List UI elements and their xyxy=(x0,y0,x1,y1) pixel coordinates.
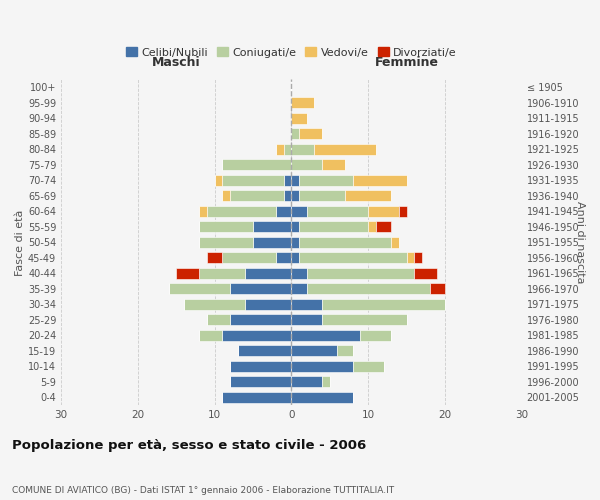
Bar xyxy=(207,252,222,264)
Bar xyxy=(245,299,292,310)
Bar xyxy=(292,376,322,388)
Bar xyxy=(222,330,292,341)
Bar xyxy=(292,314,322,326)
Y-axis label: Fasce di età: Fasce di età xyxy=(15,209,25,276)
Bar xyxy=(215,174,222,186)
Bar xyxy=(292,346,337,356)
Bar xyxy=(353,361,383,372)
Bar xyxy=(292,190,299,202)
Bar xyxy=(199,206,207,217)
Bar xyxy=(292,392,353,403)
Bar xyxy=(184,299,245,310)
Bar xyxy=(292,159,322,170)
Bar xyxy=(414,268,437,279)
Bar xyxy=(322,299,445,310)
Bar xyxy=(299,252,407,264)
Bar xyxy=(176,268,199,279)
Bar xyxy=(238,346,292,356)
Bar xyxy=(299,190,345,202)
Bar xyxy=(222,159,292,170)
Bar xyxy=(337,346,353,356)
Bar xyxy=(199,330,222,341)
Bar xyxy=(307,268,414,279)
Bar xyxy=(292,299,322,310)
Bar xyxy=(299,221,368,232)
Bar xyxy=(353,174,407,186)
Bar xyxy=(207,314,230,326)
Bar xyxy=(414,252,422,264)
Bar xyxy=(368,206,399,217)
Bar xyxy=(292,206,307,217)
Bar xyxy=(276,252,292,264)
Bar xyxy=(299,128,322,140)
Bar xyxy=(407,252,414,264)
Bar xyxy=(207,206,276,217)
Bar xyxy=(345,190,391,202)
Bar xyxy=(292,284,307,294)
Bar xyxy=(292,252,299,264)
Bar xyxy=(292,112,307,124)
Bar xyxy=(245,268,292,279)
Bar xyxy=(276,144,284,155)
Bar xyxy=(199,236,253,248)
Bar xyxy=(230,190,284,202)
Y-axis label: Anni di nascita: Anni di nascita xyxy=(575,201,585,283)
Text: Femmine: Femmine xyxy=(374,56,439,68)
Bar xyxy=(222,252,276,264)
Bar xyxy=(292,236,299,248)
Bar xyxy=(292,144,314,155)
Bar xyxy=(284,190,292,202)
Bar xyxy=(292,221,299,232)
Bar xyxy=(399,206,407,217)
Bar xyxy=(307,284,430,294)
Text: COMUNE DI AVIATICO (BG) - Dati ISTAT 1° gennaio 2006 - Elaborazione TUTTITALIA.I: COMUNE DI AVIATICO (BG) - Dati ISTAT 1° … xyxy=(12,486,394,495)
Bar xyxy=(276,206,292,217)
Bar xyxy=(322,159,345,170)
Bar xyxy=(284,144,292,155)
Bar xyxy=(230,314,292,326)
Bar xyxy=(391,236,399,248)
Bar xyxy=(230,376,292,388)
Bar xyxy=(222,174,284,186)
Bar xyxy=(376,221,391,232)
Text: Maschi: Maschi xyxy=(152,56,200,68)
Bar xyxy=(222,190,230,202)
Legend: Celibi/Nubili, Coniugati/e, Vedovi/e, Divorziati/e: Celibi/Nubili, Coniugati/e, Vedovi/e, Di… xyxy=(121,42,461,62)
Bar xyxy=(292,174,299,186)
Bar xyxy=(307,206,368,217)
Bar xyxy=(284,174,292,186)
Bar xyxy=(292,97,314,108)
Bar xyxy=(314,144,376,155)
Bar xyxy=(292,330,361,341)
Bar xyxy=(169,284,230,294)
Bar xyxy=(322,314,407,326)
Bar xyxy=(199,268,245,279)
Text: Popolazione per età, sesso e stato civile - 2006: Popolazione per età, sesso e stato civil… xyxy=(12,440,366,452)
Bar xyxy=(322,376,330,388)
Bar xyxy=(292,361,353,372)
Bar xyxy=(299,174,353,186)
Bar xyxy=(430,284,445,294)
Bar xyxy=(253,236,292,248)
Bar xyxy=(299,236,391,248)
Bar xyxy=(292,268,307,279)
Bar xyxy=(292,128,299,140)
Bar xyxy=(230,361,292,372)
Bar xyxy=(253,221,292,232)
Bar xyxy=(230,284,292,294)
Bar xyxy=(368,221,376,232)
Bar xyxy=(361,330,391,341)
Bar xyxy=(222,392,292,403)
Bar xyxy=(199,221,253,232)
